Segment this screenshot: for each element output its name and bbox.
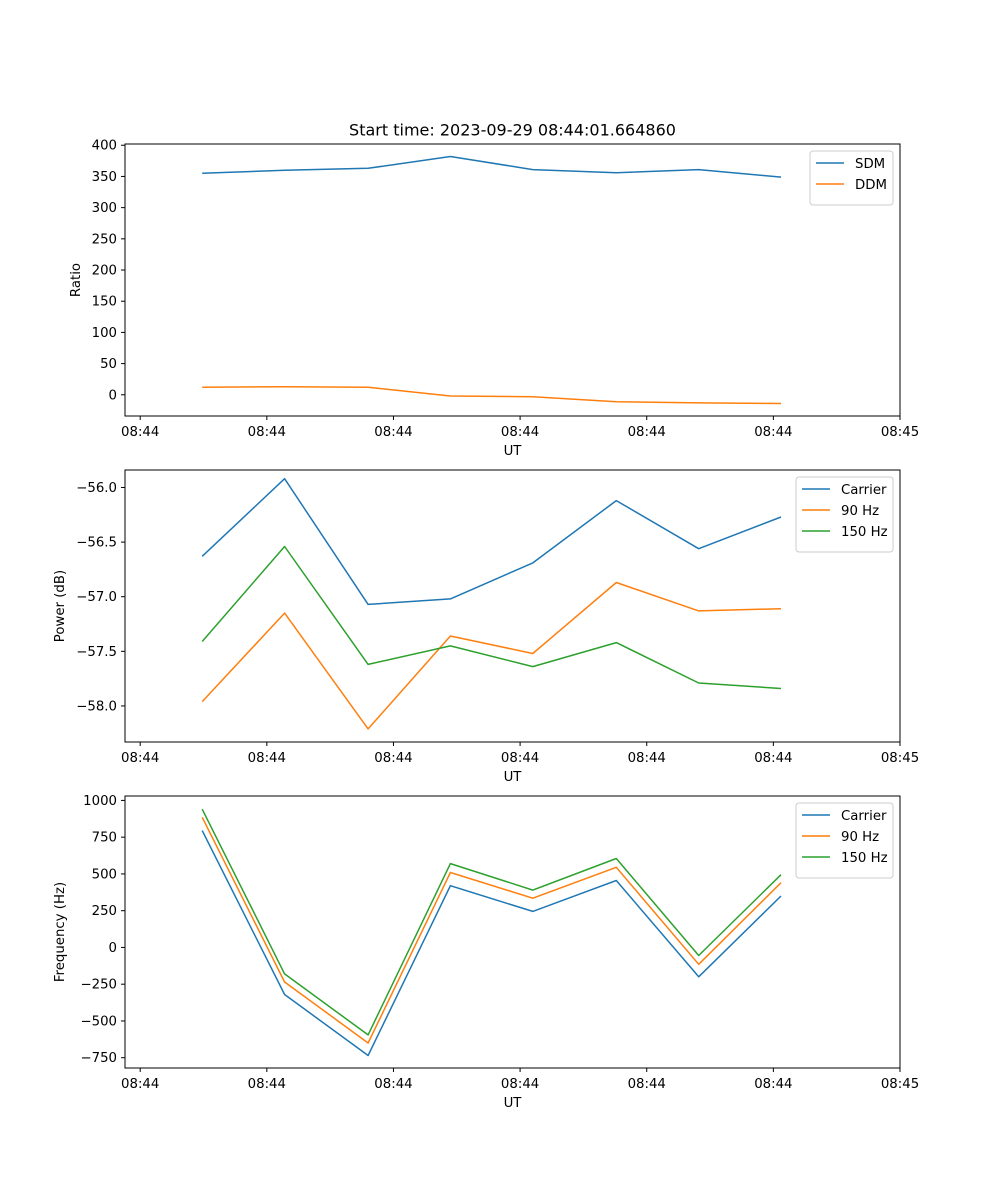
- subplot-3: 08:44 08:44 08:44 08:44 08:44 08:44 08:45 −750 −…: [53, 794, 919, 1111]
- x-tick-label: 08:44: [628, 425, 666, 440]
- legend-label: 150 Hz: [841, 851, 888, 866]
- legend-box: [809, 150, 894, 206]
- y-tick-label: 750: [92, 831, 117, 846]
- subplot-1: 08:44 08:44 08:44 08:44 08:44 08:44 08:45 0 50 10…: [69, 139, 919, 459]
- subplot-2: 08:44 08:44 08:44 08:44 08:44 08:44 08:45 −58.0…: [53, 469, 919, 785]
- series-line-150-hz: [201, 545, 782, 690]
- legend-box: [795, 802, 894, 879]
- legend-label: 90 Hz: [841, 830, 879, 845]
- legend: Carrier 90 Hz 150 Hz: [795, 476, 894, 553]
- y-tick-label: 400: [92, 139, 117, 154]
- series-line-carrier: [201, 477, 782, 606]
- y-tick-label: 300: [92, 201, 117, 216]
- x-tick-label: 08:44: [754, 751, 792, 766]
- y-tick-label: 0: [109, 941, 117, 956]
- x-tick-label: 08:44: [121, 1077, 159, 1092]
- y-tick-label: −58.0: [76, 699, 117, 714]
- axes-frame: [124, 143, 901, 417]
- legend-label: Carrier: [841, 483, 887, 498]
- figure-title: Start time: 2023-09-29 08:44:01.664860: [349, 121, 676, 140]
- x-tick-label: 08:44: [121, 425, 159, 440]
- x-tick-label: 08:45: [881, 751, 919, 766]
- y-tick-label: 0: [109, 388, 117, 403]
- y-tick-label: 250: [92, 904, 117, 919]
- x-tick-label: 08:44: [121, 751, 159, 766]
- axes-frame: [124, 795, 901, 1069]
- y-tick-label: −500: [80, 1014, 117, 1029]
- y-tick-label: 500: [92, 867, 117, 882]
- series-line-sdm: [202, 155, 782, 178]
- x-tick-label: 08:45: [881, 1077, 919, 1092]
- x-tick-label: 08:44: [248, 425, 286, 440]
- y-axis-label: Frequency (Hz): [53, 882, 68, 982]
- x-axis-label: UT: [504, 1096, 523, 1111]
- x-tick-label: 08:44: [374, 751, 412, 766]
- x-tick-label: 08:44: [374, 425, 412, 440]
- x-tick-label: 08:44: [501, 751, 539, 766]
- x-tick-label: 08:44: [374, 1077, 412, 1092]
- axes-frame: [124, 469, 901, 743]
- chart-panels: 08:44 08:44 08:44 08:44 08:44 08:44 08:45 0 50 10…: [53, 139, 919, 1111]
- series-line-150-hz: [201, 808, 782, 1036]
- x-tick-label: 08:44: [248, 751, 286, 766]
- y-tick-label: 250: [92, 232, 117, 247]
- y-axis-label: Power (dB): [53, 570, 68, 642]
- x-tick-label: 08:45: [881, 425, 919, 440]
- y-tick-label: −750: [80, 1051, 117, 1066]
- y-tick-label: −56.0: [76, 481, 117, 496]
- y-tick-label: −57.0: [76, 590, 117, 605]
- x-tick-label: 08:44: [628, 1077, 666, 1092]
- x-tick-label: 08:44: [754, 425, 792, 440]
- x-axis-label: UT: [504, 444, 523, 459]
- y-tick-label: 150: [92, 295, 117, 310]
- series-line-ddm: [202, 385, 782, 405]
- y-tick-label: −57.5: [76, 645, 117, 660]
- y-tick-label: 50: [100, 357, 117, 372]
- x-tick-label: 08:44: [754, 1077, 792, 1092]
- y-tick-label: 1000: [83, 794, 117, 809]
- legend-label: 90 Hz: [841, 504, 879, 519]
- x-tick-label: 08:44: [501, 1077, 539, 1092]
- x-tick-label: 08:44: [628, 751, 666, 766]
- y-tick-label: −250: [80, 978, 117, 993]
- series-line-90-hz: [201, 581, 782, 730]
- x-axis-label: UT: [504, 770, 523, 785]
- x-tick-label: 08:44: [501, 425, 539, 440]
- y-tick-label: 100: [92, 326, 117, 341]
- series-line-carrier: [201, 830, 782, 1057]
- legend-label: 150 Hz: [841, 525, 888, 540]
- legend-box: [795, 476, 894, 553]
- legend-label: Carrier: [841, 809, 887, 824]
- legend-label: SDM: [855, 157, 885, 172]
- legend-label: DDM: [855, 178, 887, 193]
- series-line-90-hz: [201, 816, 782, 1044]
- y-axis-label: Ratio: [69, 263, 84, 297]
- y-tick-label: 350: [92, 170, 117, 185]
- y-tick-label: −56.5: [76, 536, 117, 551]
- legend: SDM DDM: [809, 150, 894, 206]
- y-tick-label: 200: [92, 264, 117, 279]
- x-tick-label: 08:44: [248, 1077, 286, 1092]
- legend: Carrier 90 Hz 150 Hz: [795, 802, 894, 879]
